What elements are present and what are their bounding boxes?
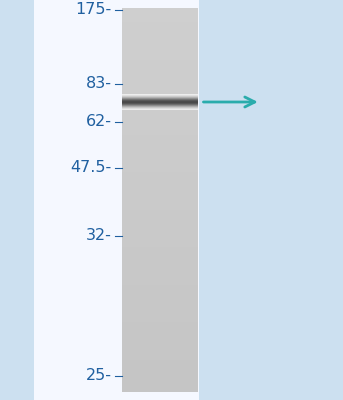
Text: 25-: 25- [85,368,111,384]
Bar [199,0,343,400]
Text: 83-: 83- [85,76,111,92]
Bar [0,0,34,400]
Text: 175-: 175- [75,2,111,18]
Text: 62-: 62- [85,114,111,130]
Text: 32-: 32- [86,228,111,244]
Text: 47.5-: 47.5- [70,160,111,176]
